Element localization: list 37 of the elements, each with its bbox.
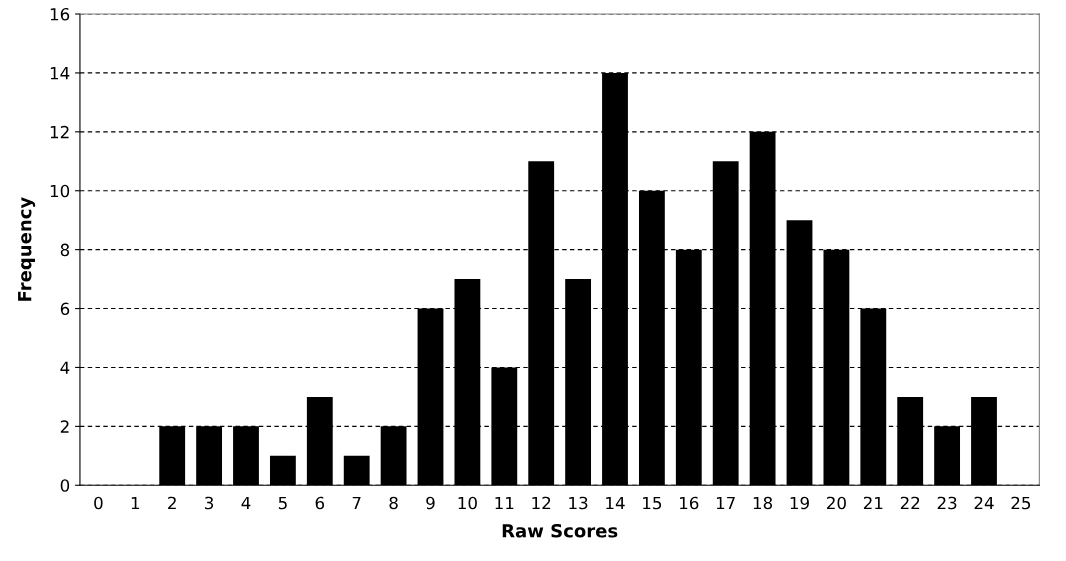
x-tick-label: 17 xyxy=(716,496,735,510)
y-tick-label: 16 xyxy=(50,7,70,21)
x-tick-label: 2 xyxy=(168,496,176,510)
y-tick-label: 6 xyxy=(60,302,70,316)
x-tick-label: 0 xyxy=(94,496,103,510)
x-tick-label: 23 xyxy=(937,496,957,510)
x-tick-label: 8 xyxy=(389,496,398,510)
x-tick-label: 7 xyxy=(352,496,361,510)
x-tick-label: 16 xyxy=(680,496,699,510)
x-tick-label: 6 xyxy=(315,496,325,510)
x-tick-label: 22 xyxy=(900,496,920,510)
x-tick-label: 20 xyxy=(827,496,846,510)
x-tick-label: 15 xyxy=(643,496,662,510)
y-tick-label: 4 xyxy=(60,361,70,374)
y-tick-label: 10 xyxy=(50,184,70,198)
x-tick-label: 12 xyxy=(532,496,551,510)
x-tick-label: 14 xyxy=(606,496,625,510)
x-tick-label: 21 xyxy=(863,496,883,510)
y-tick-label: 14 xyxy=(50,67,70,80)
x-tick-label: 3 xyxy=(205,496,214,510)
x-tick-label: 18 xyxy=(753,496,773,510)
x-tick-label: 25 xyxy=(1011,496,1031,510)
x-tick-label: 1 xyxy=(131,496,140,510)
x-tick-label: 24 xyxy=(974,496,994,510)
x-tick-label: 11 xyxy=(495,496,514,510)
x-tick-label: 10 xyxy=(458,496,477,510)
x-tick-label: 4 xyxy=(241,496,251,510)
x-tick-label: 19 xyxy=(790,496,809,510)
x-tick-label: 13 xyxy=(569,496,588,510)
y-axis-title: Frequency xyxy=(18,197,36,301)
x-tick-label: 5 xyxy=(278,496,287,510)
x-axis-title: Raw Scores xyxy=(502,523,618,538)
y-tick-label: 0 xyxy=(60,479,70,492)
y-tick-label: 2 xyxy=(60,420,69,433)
x-tick-label: 9 xyxy=(426,496,435,510)
y-tick-label: 12 xyxy=(50,125,69,139)
y-tick-label: 8 xyxy=(60,243,70,257)
